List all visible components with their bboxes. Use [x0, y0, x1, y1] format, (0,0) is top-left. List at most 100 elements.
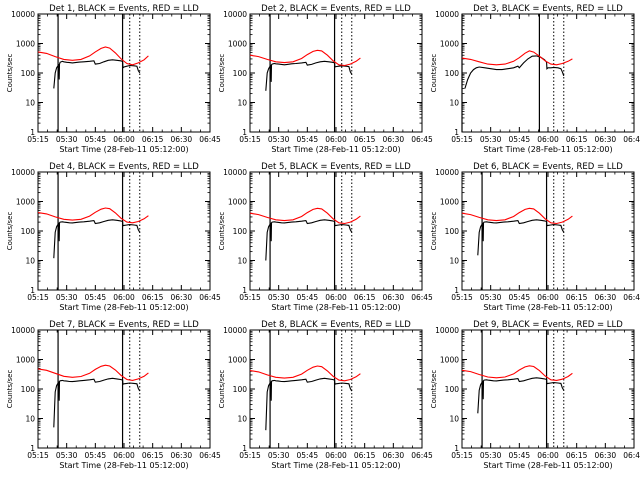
x-tick-label: 05:15	[239, 451, 261, 460]
lld-series-line	[37, 364, 149, 381]
y-tick-label: 10000	[11, 168, 35, 177]
x-tick-label: 06:00	[325, 293, 347, 302]
plot-frame	[37, 171, 211, 291]
x-tick-label: 06:00	[113, 135, 135, 144]
panel-title: Det 5, BLACK = Events, RED = LLD	[261, 162, 411, 172]
y-tick-label: 100	[445, 227, 460, 236]
y-tick-label: 1	[242, 444, 247, 453]
events-series-line	[265, 60, 353, 91]
x-tick-label: 05:15	[239, 293, 261, 302]
plot-frame	[461, 329, 635, 449]
x-tick-label: 06:15	[566, 293, 588, 302]
x-tick-label: 06:45	[199, 451, 221, 460]
plot-frame	[249, 329, 423, 449]
y-tick-label: 10	[237, 99, 247, 108]
y-tick-label: 1	[30, 444, 35, 453]
events-series-line	[477, 219, 565, 256]
x-axis-label: Start Time (28-Feb-11 05:12:00)	[271, 461, 400, 470]
x-axis-label: Start Time (28-Feb-11 05:12:00)	[59, 145, 188, 154]
panel-title: Det 3, BLACK = Events, RED = LLD	[473, 4, 623, 14]
events-series-line	[265, 377, 353, 431]
x-tick-label: 05:45	[509, 293, 531, 302]
lld-series-line	[37, 46, 149, 66]
y-tick-label: 10000	[223, 168, 247, 177]
x-tick-label: 05:15	[27, 135, 49, 144]
x-tick-label: 06:45	[411, 451, 433, 460]
panel-title: Det 8, BLACK = Events, RED = LLD	[261, 320, 411, 330]
x-tick-label: 06:45	[411, 135, 433, 144]
y-tick-label: 10	[449, 415, 459, 424]
x-tick-label: 05:30	[56, 293, 78, 302]
lld-series-line	[461, 207, 573, 225]
x-tick-label: 06:00	[113, 451, 135, 460]
x-tick-label: 05:30	[268, 135, 290, 144]
y-tick-label: 10000	[435, 168, 459, 177]
panel-title: Det 7, BLACK = Events, RED = LLD	[49, 320, 199, 330]
x-tick-label: 05:15	[27, 293, 49, 302]
x-tick-label: 06:30	[595, 293, 617, 302]
x-axis-label: Start Time (28-Feb-11 05:12:00)	[59, 303, 188, 312]
y-tick-label: 1	[454, 128, 459, 137]
x-tick-label: 06:45	[623, 293, 640, 302]
y-tick-label: 1000	[440, 198, 459, 207]
x-tick-label: 05:30	[268, 293, 290, 302]
y-axis-label: Counts/sec	[218, 54, 226, 93]
plot-frame	[249, 13, 423, 133]
y-tick-label: 10	[237, 415, 247, 424]
events-series-line	[53, 377, 141, 428]
y-tick-label: 1000	[228, 356, 247, 365]
y-tick-label: 10	[25, 257, 35, 266]
x-tick-label: 06:15	[354, 451, 376, 460]
x-tick-label: 06:15	[566, 135, 588, 144]
y-tick-label: 10000	[435, 10, 459, 19]
panel-title: Det 9, BLACK = Events, RED = LLD	[473, 320, 623, 330]
x-tick-label: 06:15	[354, 135, 376, 144]
x-tick-label: 06:15	[142, 135, 164, 144]
y-tick-label: 10	[237, 257, 247, 266]
plot-frame	[37, 329, 211, 449]
y-tick-label: 10000	[11, 10, 35, 19]
x-tick-label: 06:00	[537, 451, 559, 460]
x-tick-label: 06:00	[325, 135, 347, 144]
x-tick-label: 06:30	[383, 451, 405, 460]
x-tick-label: 05:30	[56, 451, 78, 460]
x-tick-label: 05:45	[297, 135, 319, 144]
x-tick-label: 05:45	[85, 451, 107, 460]
events-series-line	[477, 377, 565, 414]
x-tick-label: 06:15	[354, 293, 376, 302]
plot-frame	[37, 13, 211, 133]
x-tick-label: 05:15	[451, 451, 473, 460]
x-tick-label: 06:45	[623, 135, 640, 144]
y-tick-label: 1	[30, 128, 35, 137]
y-tick-label: 1	[30, 286, 35, 295]
x-tick-label: 05:45	[509, 135, 531, 144]
x-tick-label: 06:30	[595, 451, 617, 460]
y-tick-label: 1000	[440, 356, 459, 365]
y-axis-label: Counts/sec	[218, 212, 226, 251]
events-series-line	[53, 59, 141, 89]
y-tick-label: 10000	[435, 326, 459, 335]
y-tick-label: 100	[445, 385, 460, 394]
lld-series-line	[37, 207, 149, 224]
x-tick-label: 06:30	[171, 451, 193, 460]
x-tick-label: 06:00	[537, 293, 559, 302]
y-tick-label: 100	[233, 227, 248, 236]
x-tick-label: 06:30	[383, 293, 405, 302]
x-tick-label: 05:15	[451, 135, 473, 144]
lld-series-line	[249, 49, 361, 67]
panel-title: Det 1, BLACK = Events, RED = LLD	[49, 4, 199, 14]
plot-frame	[461, 13, 635, 133]
y-tick-label: 1000	[16, 40, 35, 49]
x-tick-label: 05:30	[56, 135, 78, 144]
y-tick-label: 100	[21, 385, 36, 394]
y-axis-label: Counts/sec	[430, 212, 438, 251]
x-tick-label: 05:45	[509, 451, 531, 460]
y-tick-label: 10000	[11, 326, 35, 335]
y-tick-label: 10	[449, 257, 459, 266]
x-tick-label: 06:00	[325, 451, 347, 460]
y-tick-label: 100	[21, 227, 36, 236]
y-axis-label: Counts/sec	[218, 370, 226, 409]
plot-frame	[461, 171, 635, 291]
x-tick-label: 05:15	[451, 293, 473, 302]
y-tick-label: 10000	[223, 10, 247, 19]
